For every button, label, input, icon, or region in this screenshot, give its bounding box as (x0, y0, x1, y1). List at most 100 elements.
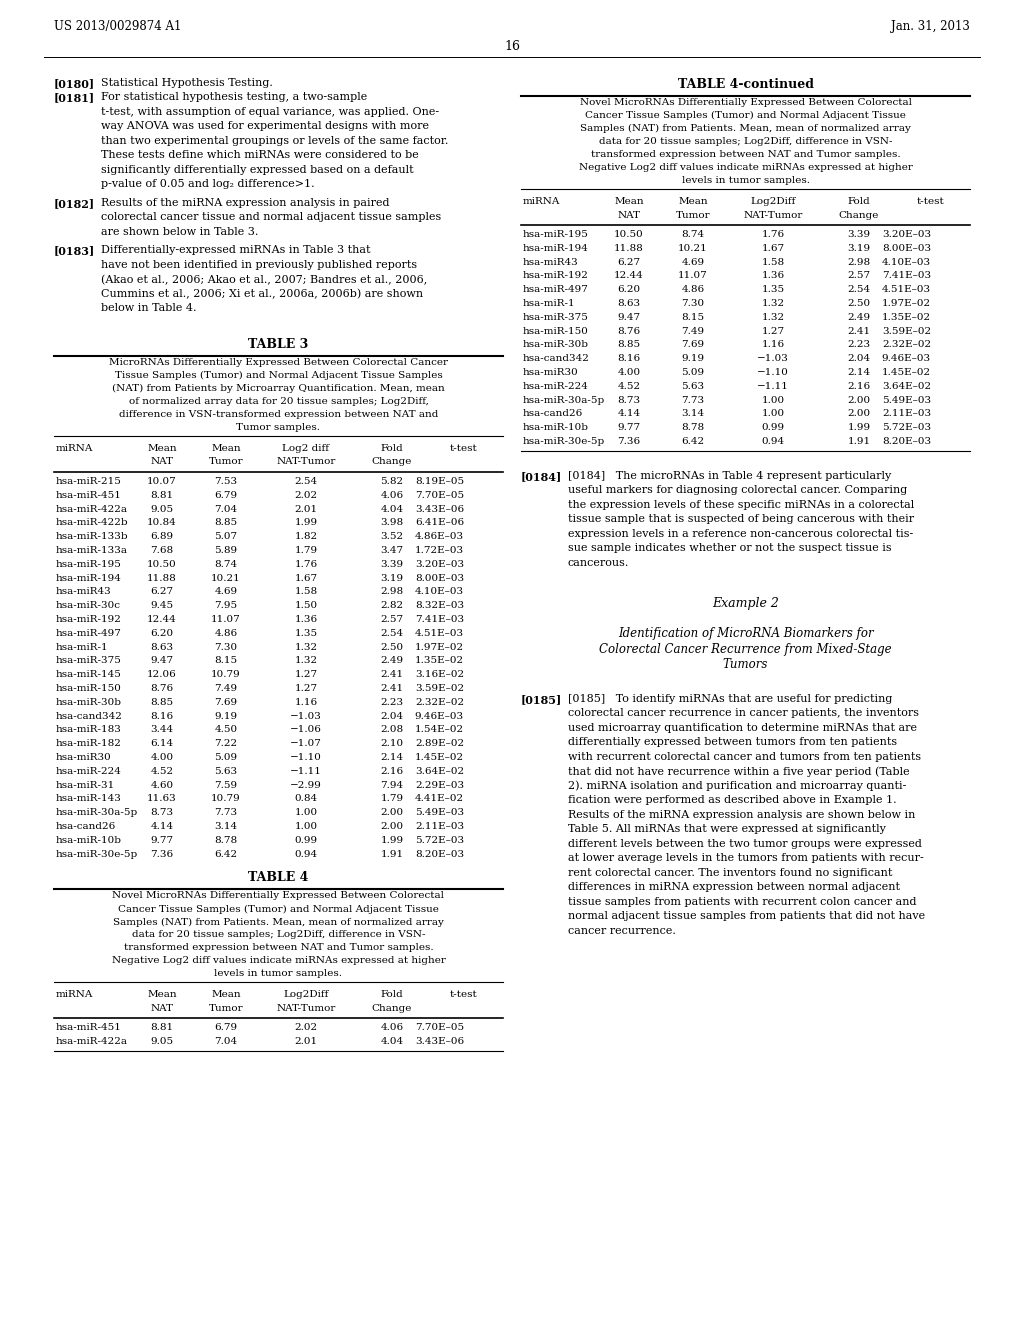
Text: 2.54: 2.54 (381, 628, 403, 638)
Text: 1.82: 1.82 (295, 532, 317, 541)
Text: 10.50: 10.50 (147, 560, 177, 569)
Text: 2.89E–02: 2.89E–02 (415, 739, 464, 748)
Text: 6.42: 6.42 (681, 437, 705, 446)
Text: 2.04: 2.04 (381, 711, 403, 721)
Text: hsa-cand26: hsa-cand26 (523, 409, 584, 418)
Text: 2.98: 2.98 (848, 257, 870, 267)
Text: 4.86E–03: 4.86E–03 (415, 532, 464, 541)
Text: 6.27: 6.27 (151, 587, 173, 597)
Text: cancerous.: cancerous. (568, 558, 630, 568)
Text: Change: Change (839, 210, 880, 219)
Text: below in Table 4.: below in Table 4. (101, 304, 197, 313)
Text: 2.49: 2.49 (381, 656, 403, 665)
Text: differentially expressed between tumors from ten patients: differentially expressed between tumors … (568, 738, 897, 747)
Text: hsa-miR30: hsa-miR30 (523, 368, 579, 378)
Text: levels in tumor samples.: levels in tumor samples. (682, 176, 810, 185)
Text: 5.49E–03: 5.49E–03 (882, 396, 931, 405)
Text: 8.20E–03: 8.20E–03 (882, 437, 931, 446)
Text: 7.59: 7.59 (214, 780, 238, 789)
Text: 7.70E–05: 7.70E–05 (415, 1023, 464, 1032)
Text: 1.79: 1.79 (295, 546, 317, 554)
Text: 8.19E–05: 8.19E–05 (415, 477, 464, 486)
Text: NAT-Tumor: NAT-Tumor (276, 1005, 336, 1012)
Text: 2.11E–03: 2.11E–03 (882, 409, 931, 418)
Text: 12.44: 12.44 (614, 272, 644, 280)
Text: 2.02: 2.02 (295, 1023, 317, 1032)
Text: −1.07: −1.07 (290, 739, 322, 748)
Text: 1.99: 1.99 (381, 836, 403, 845)
Text: 0.84: 0.84 (295, 795, 317, 804)
Text: NAT: NAT (617, 210, 640, 219)
Text: Samples (NAT) from Patients. Mean, mean of normalized array: Samples (NAT) from Patients. Mean, mean … (113, 917, 444, 927)
Text: 0.94: 0.94 (762, 437, 784, 446)
Text: 7.04: 7.04 (214, 504, 238, 513)
Text: hsa-miR-1: hsa-miR-1 (523, 300, 575, 308)
Text: Tumor samples.: Tumor samples. (237, 422, 321, 432)
Text: 9.47: 9.47 (151, 656, 173, 665)
Text: Results of the miRNA expression analysis in paired: Results of the miRNA expression analysis… (101, 198, 389, 209)
Text: 1.54E–02: 1.54E–02 (415, 726, 464, 734)
Text: −2.99: −2.99 (290, 780, 322, 789)
Text: NAT: NAT (151, 458, 173, 466)
Text: 1.99: 1.99 (295, 519, 317, 528)
Text: hsa-miR-194: hsa-miR-194 (523, 244, 589, 253)
Text: 7.73: 7.73 (681, 396, 705, 405)
Text: used microarray quantification to determine miRNAs that are: used microarray quantification to determ… (568, 723, 918, 733)
Text: Cancer Tissue Samples (Tumor) and Normal Adjacent Tissue: Cancer Tissue Samples (Tumor) and Normal… (118, 904, 439, 913)
Text: way ANOVA was used for experimental designs with more: way ANOVA was used for experimental desi… (101, 121, 429, 132)
Text: 9.46E–03: 9.46E–03 (882, 354, 931, 363)
Text: −1.11: −1.11 (757, 381, 788, 391)
Text: 4.14: 4.14 (151, 822, 173, 832)
Text: 1.00: 1.00 (295, 822, 317, 832)
Text: 2.00: 2.00 (381, 822, 403, 832)
Text: 8.15: 8.15 (214, 656, 238, 665)
Text: 6.42: 6.42 (214, 850, 238, 858)
Text: 0.99: 0.99 (762, 424, 784, 432)
Text: Mean: Mean (147, 444, 177, 453)
Text: 5.63: 5.63 (214, 767, 238, 776)
Text: hsa-miR-133a: hsa-miR-133a (56, 546, 128, 554)
Text: Log2Diff: Log2Diff (284, 990, 329, 999)
Text: tissue sample that is suspected of being cancerous with their: tissue sample that is suspected of being… (568, 515, 914, 524)
Text: hsa-miR-375: hsa-miR-375 (523, 313, 589, 322)
Text: 8.85: 8.85 (617, 341, 641, 350)
Text: than two experimental groupings or levels of the same factor.: than two experimental groupings or level… (101, 136, 449, 147)
Text: 1.45E–02: 1.45E–02 (415, 752, 464, 762)
Text: 9.77: 9.77 (151, 836, 173, 845)
Text: t-test: t-test (918, 197, 945, 206)
Text: 1.32: 1.32 (762, 313, 784, 322)
Text: 8.73: 8.73 (617, 396, 641, 405)
Text: hsa-miR-422a: hsa-miR-422a (56, 1038, 128, 1047)
Text: 3.59E–02: 3.59E–02 (415, 684, 464, 693)
Text: Results of the miRNA expression analysis are shown below in: Results of the miRNA expression analysis… (568, 809, 915, 820)
Text: hsa-miR43: hsa-miR43 (56, 587, 112, 597)
Text: 4.00: 4.00 (617, 368, 641, 378)
Text: 1.58: 1.58 (762, 257, 784, 267)
Text: 8.78: 8.78 (681, 424, 705, 432)
Text: 2.00: 2.00 (848, 409, 870, 418)
Text: 9.19: 9.19 (681, 354, 705, 363)
Text: −1.03: −1.03 (757, 354, 788, 363)
Text: hsa-miR-183: hsa-miR-183 (56, 726, 122, 734)
Text: [0184]: [0184] (521, 471, 562, 482)
Text: fication were performed as described above in Example 1.: fication were performed as described abo… (568, 795, 897, 805)
Text: 5.72E–03: 5.72E–03 (882, 424, 931, 432)
Text: Fold: Fold (848, 197, 870, 206)
Text: 8.73: 8.73 (151, 808, 173, 817)
Text: p-value of 0.05 and log₂ difference>1.: p-value of 0.05 and log₂ difference>1. (101, 180, 314, 190)
Text: 3.19: 3.19 (381, 574, 403, 582)
Text: 7.41E–03: 7.41E–03 (882, 272, 931, 280)
Text: Fold: Fold (381, 444, 403, 453)
Text: data for 20 tissue samples; Log2Diff, difference in VSN-: data for 20 tissue samples; Log2Diff, di… (132, 931, 425, 940)
Text: 4.86: 4.86 (681, 285, 705, 294)
Text: t-test: t-test (451, 990, 478, 999)
Text: 2.29E–03: 2.29E–03 (415, 780, 464, 789)
Text: Novel MicroRNAs Differentially Expressed Between Colorectal: Novel MicroRNAs Differentially Expressed… (113, 891, 444, 900)
Text: Novel MicroRNAs Differentially Expressed Between Colorectal: Novel MicroRNAs Differentially Expressed… (580, 98, 911, 107)
Text: (Akao et al., 2006; Akao et al., 2007; Bandres et al., 2006,: (Akao et al., 2006; Akao et al., 2007; B… (101, 275, 427, 285)
Text: 8.63: 8.63 (617, 300, 641, 308)
Text: 2). miRNA isolation and purification and microarray quanti-: 2). miRNA isolation and purification and… (568, 781, 906, 792)
Text: [0185]: [0185] (521, 694, 562, 705)
Text: TABLE 4-continued: TABLE 4-continued (678, 78, 813, 91)
Text: 7.68: 7.68 (151, 546, 173, 554)
